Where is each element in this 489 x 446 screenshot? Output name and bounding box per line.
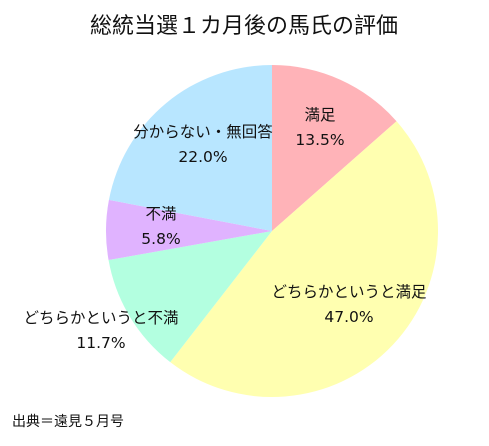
slice-value-label: 11.7% xyxy=(76,334,125,352)
chart-title: 総統当選１カ月後の馬氏の評価 xyxy=(90,14,398,39)
pie-slice xyxy=(108,231,272,363)
slice-value-label: 5.8% xyxy=(141,230,180,248)
pie-slices xyxy=(105,65,439,398)
slice-label: 分からない・無回答 xyxy=(133,123,273,141)
slice-value-label: 47.0% xyxy=(324,308,373,326)
source-note: 出典＝遠見５月号 xyxy=(12,414,124,430)
pie-slice xyxy=(272,65,397,231)
slice-label: どちらかというと満足 xyxy=(271,283,426,301)
pie-slice xyxy=(108,65,272,231)
slice-label: 不満 xyxy=(145,205,176,223)
slice-value-label: 13.5% xyxy=(295,131,344,149)
pie-slice xyxy=(105,199,273,261)
slice-label: 満足 xyxy=(304,106,335,124)
slice-label: どちらかというと不満 xyxy=(23,309,178,327)
slice-value-label: 22.0% xyxy=(178,148,227,166)
pie-slice xyxy=(170,121,439,398)
pie-labels: 満足 13.5% どちらかというと満足 47.0% どちらかというと不満 11.7% 不満 5… xyxy=(23,106,426,352)
